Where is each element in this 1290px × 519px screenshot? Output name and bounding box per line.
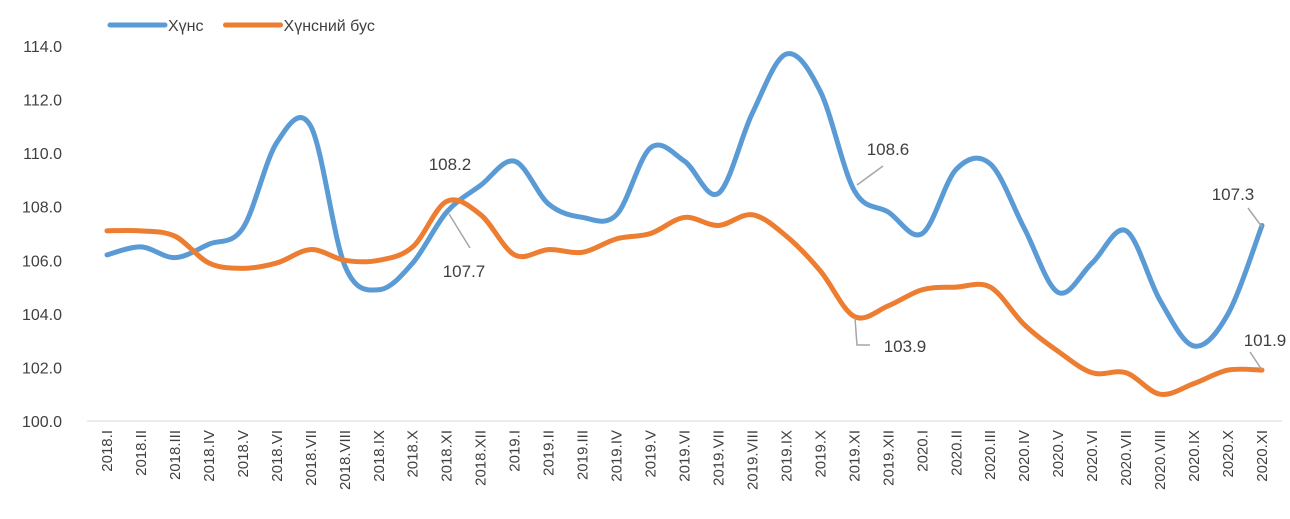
x-tick-label: 2018.II — [133, 430, 150, 476]
x-tick-label: 2018.XI — [439, 430, 456, 482]
x-tick-label: 2019.I — [507, 430, 524, 472]
x-tick-label: 2020.IX — [1186, 430, 1203, 482]
x-tick-label: 2018.VII — [303, 430, 320, 486]
data-label: 108.6 — [867, 140, 910, 159]
x-tick-label: 2019.IV — [609, 430, 626, 482]
legend-label: Хүнс — [168, 18, 204, 35]
x-tick-label: 2018.VI — [269, 430, 286, 482]
x-tick-label: 2020.I — [914, 430, 931, 472]
y-tick-label: 110.0 — [23, 146, 62, 163]
data-label: 107.7 — [443, 262, 486, 281]
leader-line — [1249, 351, 1263, 371]
x-tick-label: 2018.IV — [201, 430, 218, 482]
x-tick-label: 2019.VI — [677, 430, 694, 482]
y-tick-label: 100.0 — [22, 414, 62, 431]
x-tick-label: 2020.III — [982, 430, 999, 480]
leader-line — [1247, 207, 1263, 228]
y-tick-label: 106.0 — [22, 253, 62, 270]
x-tick-label: 2019.IX — [778, 430, 795, 482]
series-line — [104, 197, 1265, 397]
x-tick-label: 2019.V — [643, 430, 660, 478]
x-tick-label: 2019.II — [541, 430, 558, 476]
x-tick-label: 2019.XII — [880, 430, 897, 486]
y-tick-label: 112.0 — [23, 93, 62, 110]
x-tick-label: 2018.X — [405, 430, 422, 478]
x-tick-label: 2020.VIII — [1152, 430, 1169, 490]
x-tick-label: 2018.I — [99, 430, 116, 472]
x-tick-label: 2018.IX — [371, 430, 388, 482]
leader-line — [854, 317, 870, 346]
x-tick-label: 2020.XI — [1254, 430, 1271, 482]
x-tick-label: 2019.X — [812, 430, 829, 478]
series-line — [104, 51, 1265, 349]
data-label: 107.3 — [1212, 185, 1255, 204]
x-tick-label: 2019.VII — [710, 430, 727, 486]
x-tick-label: 2018.III — [167, 430, 184, 480]
x-tick-label: 2020.IV — [1016, 430, 1033, 482]
x-tick-label: 2020.X — [1220, 430, 1237, 478]
x-tick-label: 2018.VIII — [337, 430, 354, 490]
y-tick-label: 104.0 — [22, 307, 62, 324]
y-tick-label: 102.0 — [22, 360, 62, 377]
leader-line — [856, 165, 884, 186]
x-tick-label: 2020.VII — [1118, 430, 1135, 486]
data-label: 103.9 — [884, 337, 927, 356]
x-tick-label: 2018.XII — [473, 430, 490, 486]
x-tick-label: 2020.V — [1050, 430, 1067, 478]
x-tick-label: 2020.II — [948, 430, 965, 476]
y-tick-label: 108.0 — [22, 200, 62, 217]
y-tick-label: 114.0 — [23, 39, 62, 56]
x-tick-label: 2019.III — [575, 430, 592, 480]
x-tick-label: 2019.XI — [846, 430, 863, 482]
x-tick-label: 2018.V — [235, 430, 252, 478]
x-tick-label: 2020.VI — [1084, 430, 1101, 482]
leader-line — [448, 213, 471, 249]
data-label: 101.9 — [1244, 331, 1287, 350]
legend-label: Хүнсний бус — [284, 18, 375, 35]
x-tick-label: 2019.VIII — [744, 430, 761, 490]
data-label: 108.2 — [429, 155, 472, 174]
